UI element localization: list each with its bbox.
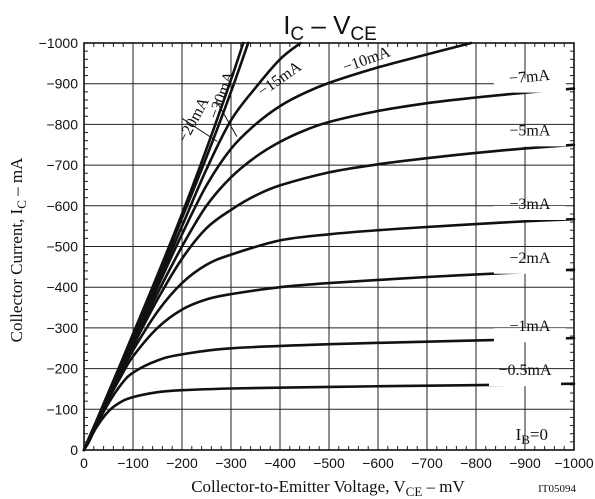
y-axis-label-post: – mA (7, 157, 26, 200)
x-tick-label-5: −500 (313, 455, 345, 471)
ib-zero-main: I (516, 425, 522, 444)
x-tick-label-1: −100 (117, 455, 149, 471)
x-axis-label-pre: Collector-to-Emitter Voltage, V (191, 477, 406, 496)
y-tick-label-3: −300 (46, 320, 78, 336)
ib-zero-label: IB=0 (516, 425, 548, 447)
y-tick-label-9: −900 (46, 76, 78, 92)
curve-label-8: −1mA (509, 318, 550, 335)
y-axis-label: Collector Current, IC – mA (7, 157, 29, 343)
grid (83, 42, 575, 451)
y-tick-label-6: −600 (46, 198, 78, 214)
plot-frame (83, 42, 575, 451)
x-axis-label-sub: CE (406, 484, 423, 499)
x-tick-label-6: −600 (362, 455, 394, 471)
x-tick-label-10: −1000 (554, 455, 594, 471)
chart-title-sub1: C (290, 24, 304, 45)
y-tick-label-5: −500 (46, 239, 78, 255)
y-axis-label-sub: C (14, 200, 29, 209)
curve-label-leader-1 (215, 100, 238, 137)
curve-label-0: −20mA (175, 94, 213, 146)
curve-ib-9 (82, 41, 245, 452)
chart-title-mid: – V (304, 10, 351, 40)
y-tick-label-2: −200 (46, 361, 78, 377)
plot-border (83, 42, 575, 451)
y-tick-label-8: −800 (46, 116, 78, 132)
y-tick-label-4: −400 (46, 279, 78, 295)
y-tick-label-10: −1000 (39, 35, 79, 51)
curve-label-4: −7mA (508, 67, 551, 88)
ib-zero-post: =0 (530, 425, 548, 444)
x-tick-label-9: −900 (509, 455, 541, 471)
x-axis-label-post: – mV (422, 477, 465, 496)
y-tick-label-7: −700 (46, 157, 78, 173)
y-tick-label-1: −100 (46, 401, 78, 417)
x-axis-label: Collector-to-Emitter Voltage, VCE – mV (191, 477, 465, 499)
figure-code: IT05094 (538, 483, 576, 495)
x-tick-label-8: −800 (460, 455, 492, 471)
x-tick-labels: 0 −100 −200 −300 −400 −500 −600 −700 −800 −900 −10… (80, 455, 594, 471)
y-tick-labels: 0 −100 −200 −300 −400 −500 −600 −700 −800 −900 −10… (39, 35, 79, 458)
curve-label-leader-0 (181, 117, 218, 142)
curves (82, 41, 576, 452)
x-tick-label-4: −400 (264, 455, 296, 471)
x-tick-label-3: −300 (215, 455, 247, 471)
curve-labels: −20mA−30mA −15mA −10mA−7mA−5mA−3mA−2mA−1mA… (175, 43, 566, 387)
x-tick-label-0: 0 (80, 455, 88, 471)
chart-title-main: I (283, 10, 290, 40)
y-tick-label-0: 0 (70, 442, 78, 458)
y-axis-label-pre: Collector Current, I (7, 208, 26, 342)
curve-label-5: −5mA (509, 122, 550, 139)
x-tick-label-7: −700 (411, 455, 443, 471)
curve-label-9: −0.5mA (498, 362, 551, 379)
curve-label-7: −2mA (509, 250, 550, 267)
curve-label-6: −3mA (509, 196, 550, 213)
ib-zero-sub: B (521, 432, 530, 447)
x-tick-label-2: −200 (166, 455, 198, 471)
chart-title-sub2: CE (350, 24, 376, 45)
curve-label-1: −30mA (205, 69, 238, 121)
chart-title: IC – VCE (283, 10, 377, 45)
